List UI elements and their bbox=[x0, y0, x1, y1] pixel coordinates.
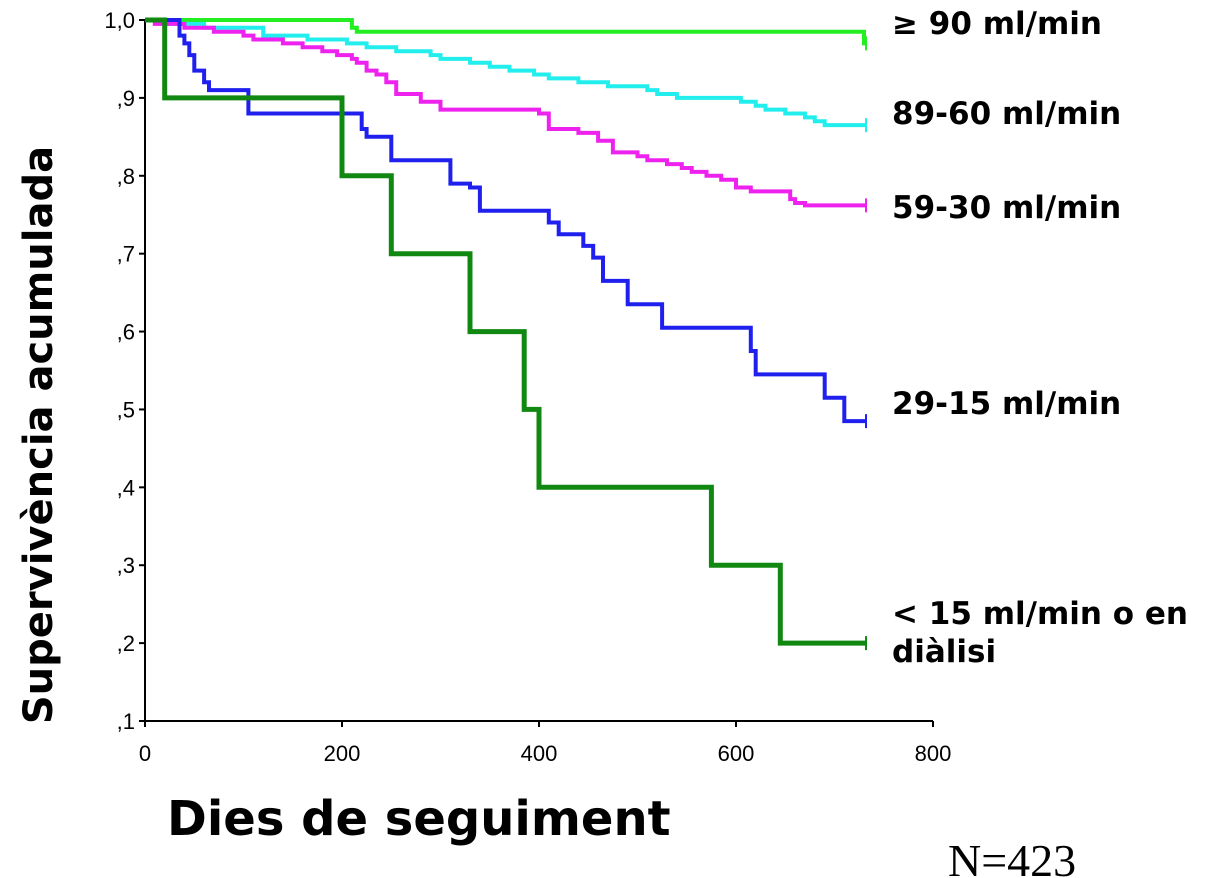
y-tick-label: ,2 bbox=[117, 631, 135, 656]
sample-size-note: N=423 bbox=[948, 835, 1076, 878]
y-tick-label: ,6 bbox=[117, 320, 135, 345]
series-line-15-ml-min-o-en-di-lisi bbox=[145, 17, 866, 646]
series-label-29-15: 29-15 ml/min bbox=[892, 386, 1121, 422]
y-tick-label: ,4 bbox=[117, 475, 135, 500]
x-tick-label: 800 bbox=[915, 741, 952, 766]
series-label-59-30: 59-30 ml/min bbox=[892, 190, 1121, 226]
y-tick-label: ,8 bbox=[117, 164, 135, 189]
y-tick-label: 1,0 bbox=[104, 8, 135, 33]
series-labels: ≥ 90 ml/min 89-60 ml/min 59-30 ml/min 29… bbox=[892, 6, 1188, 670]
y-tick-label: ,9 bbox=[117, 86, 135, 111]
x-tick-label: 200 bbox=[324, 741, 361, 766]
y-tick-label: ,1 bbox=[117, 709, 135, 734]
ticks: 0 200 400 600 800 ,1 ,2 ,3 ,4 ,5 ,6 ,7 ,8 ,9 1,0 bbox=[104, 8, 951, 766]
series-layer bbox=[145, 17, 868, 651]
x-tick-label: 400 bbox=[521, 741, 558, 766]
series-line-89-60-ml-min bbox=[145, 18, 866, 128]
y-tick-label: ,3 bbox=[117, 553, 135, 578]
y-tick-label: ,5 bbox=[117, 397, 135, 422]
series-label-line: < 15 ml/min o en bbox=[892, 596, 1188, 632]
series-label-lt15: < 15 ml/min o en diàlisi bbox=[892, 596, 1188, 670]
series-label-ge90: ≥ 90 ml/min bbox=[892, 6, 1102, 42]
series-line-90-ml-min bbox=[145, 18, 866, 46]
x-tick-label: 600 bbox=[718, 741, 755, 766]
series-label-89-60: 89-60 ml/min bbox=[892, 96, 1121, 132]
series-line-59-30-ml-min bbox=[145, 18, 866, 208]
x-axis-title: Dies de seguiment bbox=[167, 791, 671, 847]
series-label-line: diàlisi bbox=[892, 634, 996, 670]
y-axis-title: Supervivència acumulada bbox=[16, 146, 62, 724]
y-tick-label: ,7 bbox=[117, 242, 135, 267]
axes bbox=[144, 20, 933, 722]
x-tick-label: 0 bbox=[139, 741, 151, 766]
series-line-29-15-ml-min bbox=[145, 18, 866, 424]
